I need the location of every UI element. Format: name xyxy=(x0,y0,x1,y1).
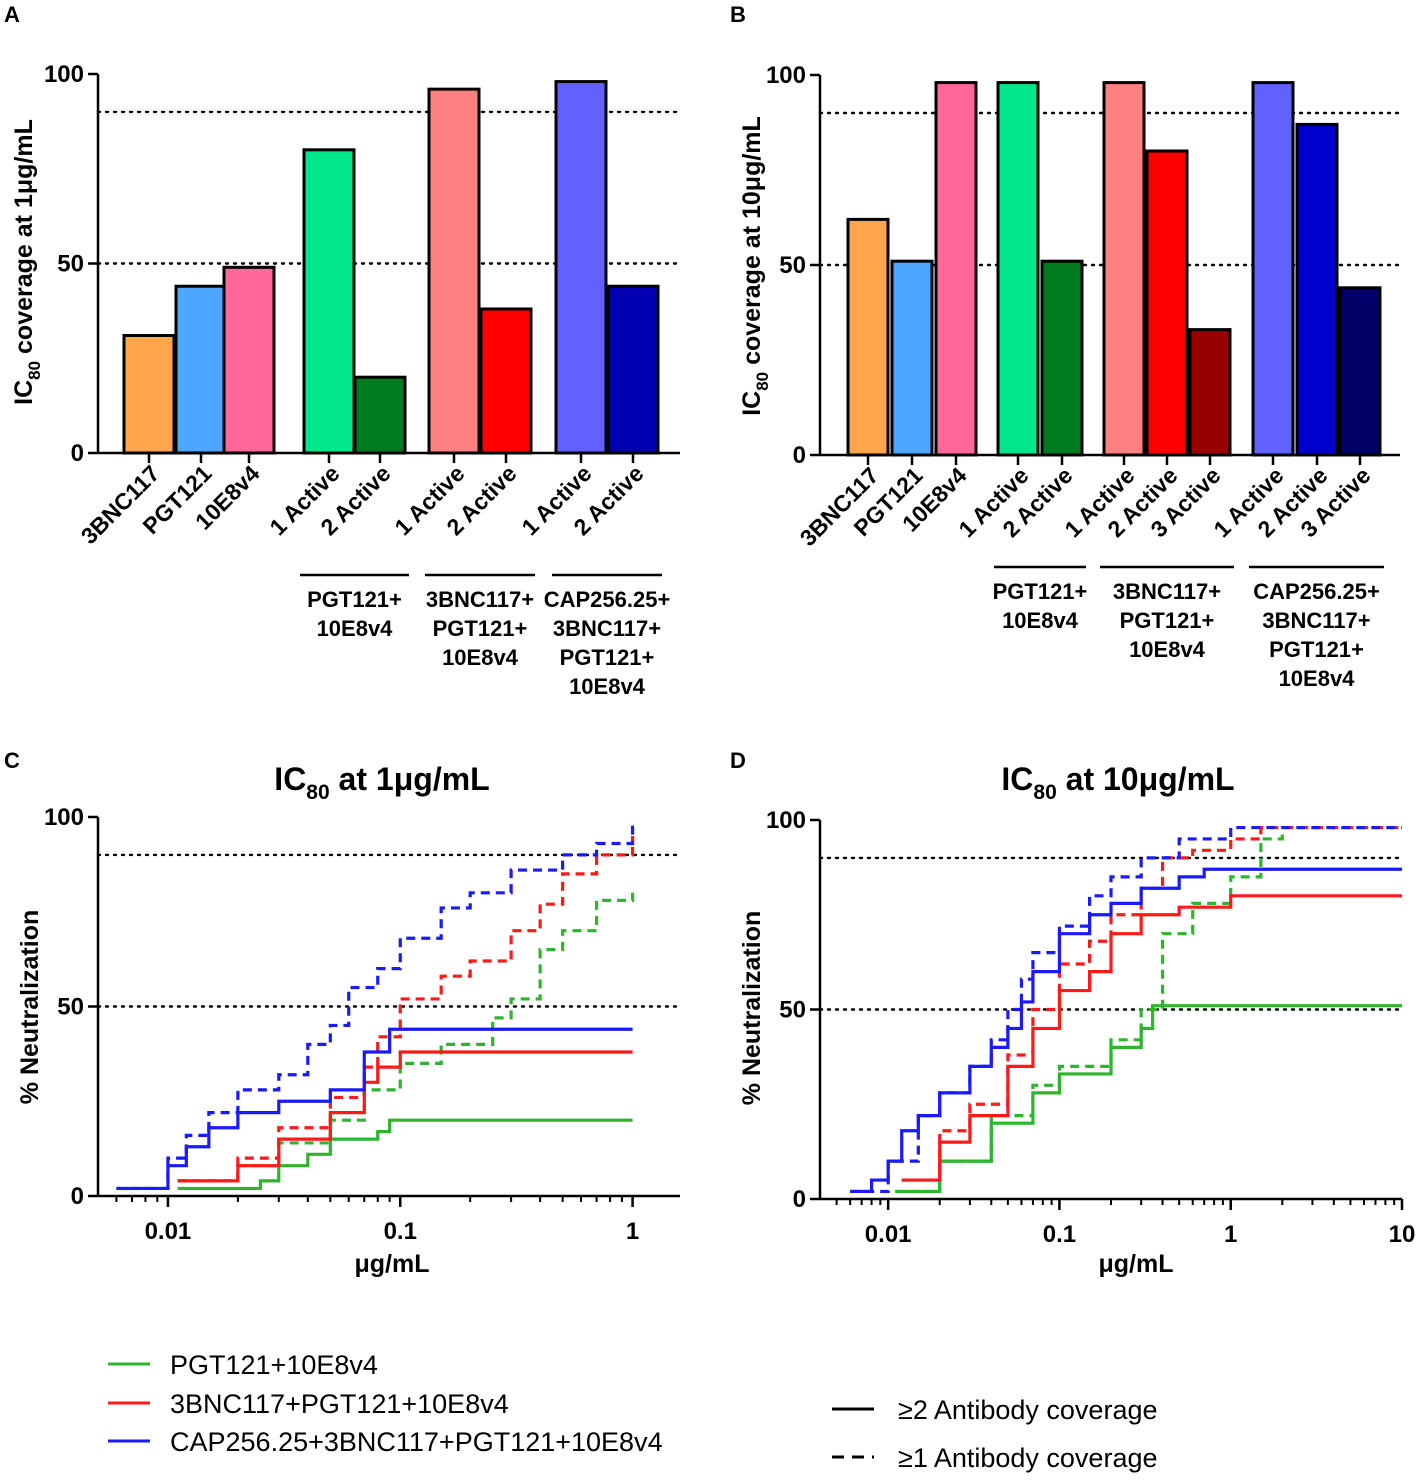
legend-combinations: PGT121+10E8v4 3BNC117+PGT121+10E8v4 CAP2… xyxy=(108,1350,663,1457)
panel-d-letter: D xyxy=(730,748,746,773)
series-line-1 xyxy=(177,1118,633,1191)
bar-10 xyxy=(1295,122,1339,457)
bar-6 xyxy=(1102,81,1146,457)
y-tick-label-0: 0 xyxy=(793,1186,806,1213)
y-tick-label-100: 100 xyxy=(44,804,84,831)
y-tick-label-50: 50 xyxy=(57,251,84,278)
bar-3 xyxy=(222,265,276,455)
legend-label-combo-1: PGT121+10E8v4 xyxy=(170,1350,378,1380)
bar-5 xyxy=(353,375,407,455)
x-tick-label-4: 10 xyxy=(1389,1221,1416,1248)
x-tick-label-3: 1 xyxy=(626,1218,639,1245)
series-line-3 xyxy=(901,894,1402,1182)
x-tick-label-3: 1 xyxy=(1224,1221,1237,1248)
group-label-1-line-2: 10E8v4 xyxy=(1002,608,1079,633)
bar-1 xyxy=(846,217,890,457)
panel-b-letter: B xyxy=(730,2,746,27)
panel-c-title: IC80 at 1μg/mL xyxy=(274,761,489,804)
group-label-3-line-3: PGT121+ xyxy=(560,645,655,670)
panel-b-ylabel: IC80 coverage at 10μg/mL xyxy=(738,116,772,416)
panel-d-line-chart: D IC80 at 10μg/mL % Neutralization μg/mL… xyxy=(730,748,1415,1278)
bar-7 xyxy=(479,307,533,455)
bar-2 xyxy=(174,284,228,455)
y-tick-label-0: 0 xyxy=(793,442,806,469)
group-label-3-line-4: 10E8v4 xyxy=(569,674,646,699)
panel-d-title: IC80 at 10μg/mL xyxy=(1001,761,1234,804)
legend-label-dashed: ≥1 Antibody coverage xyxy=(898,1443,1158,1473)
y-tick-label-100: 100 xyxy=(766,807,806,834)
x-tick-label-1: 0.01 xyxy=(145,1218,192,1245)
group-label-3-line-1: CAP256.25+ xyxy=(1253,579,1380,604)
series-line-6 xyxy=(116,824,635,1191)
x-tick-label-1: 0.01 xyxy=(865,1221,912,1248)
group-label-2-line-3: 10E8v4 xyxy=(1129,637,1206,662)
group-label-2-line-1: 3BNC117+ xyxy=(1113,579,1221,604)
y-tick-label-50: 50 xyxy=(779,997,806,1024)
series-line-4 xyxy=(177,835,635,1183)
series-line-5 xyxy=(850,867,1402,1194)
bar-6 xyxy=(427,87,481,455)
series-line-1 xyxy=(895,1004,1402,1194)
panel-a-bar-chart: A IC80 coverage at 1μg/mL 0501003BNC117P… xyxy=(4,2,682,699)
y-tick-label-100: 100 xyxy=(44,61,84,88)
y-tick-label-50: 50 xyxy=(57,994,84,1021)
series-line-2 xyxy=(895,825,1402,1194)
bar-8 xyxy=(1188,328,1232,457)
bar-8 xyxy=(554,80,608,455)
bar-4 xyxy=(302,148,356,455)
group-label-1-line-1: PGT121+ xyxy=(993,579,1088,604)
panel-a-letter: A xyxy=(4,2,20,27)
panel-c-letter: C xyxy=(4,748,20,773)
group-label-1-line-2: 10E8v4 xyxy=(317,616,394,641)
series-line-5 xyxy=(116,1027,633,1191)
bar-4 xyxy=(996,81,1040,457)
panel-d-xlabel: μg/mL xyxy=(1098,1250,1173,1278)
panel-a-ylabel: IC80 coverage at 1μg/mL xyxy=(10,119,44,405)
bar-3 xyxy=(934,81,978,457)
legend-label-combo-2: 3BNC117+PGT121+10E8v4 xyxy=(170,1389,509,1419)
series-line-3 xyxy=(177,1050,633,1183)
group-label-2-line-2: PGT121+ xyxy=(1120,608,1215,633)
panel-d-ylabel: % Neutralization xyxy=(738,911,766,1105)
bar-2 xyxy=(890,259,934,457)
y-tick-label-0: 0 xyxy=(71,1183,84,1210)
legend-line-styles: ≥2 Antibody coverage ≥1 Antibody coverag… xyxy=(832,1395,1158,1473)
bar-5 xyxy=(1040,259,1084,457)
y-tick-label-100: 100 xyxy=(766,62,806,89)
series-line-6 xyxy=(850,825,1402,1194)
group-label-3-line-1: CAP256.25+ xyxy=(544,587,671,612)
bar-1 xyxy=(122,334,176,455)
y-tick-label-0: 0 xyxy=(71,440,84,467)
group-label-3-line-4: 10E8v4 xyxy=(1279,666,1356,691)
series-line-4 xyxy=(901,825,1402,1182)
legend-label-combo-3: CAP256.25+3BNC117+PGT121+10E8v4 xyxy=(170,1427,663,1457)
group-label-1-line-1: PGT121+ xyxy=(307,587,402,612)
group-label-2-line-3: 10E8v4 xyxy=(442,645,519,670)
panel-b-bar-chart: B IC80 coverage at 10μg/mL 0 50 100 3BNC117… xyxy=(730,2,1402,691)
panel-c-xlabel: μg/mL xyxy=(354,1250,429,1278)
y-tick-label-50: 50 xyxy=(779,252,806,279)
x-tick-label-2: 0.1 xyxy=(1043,1221,1076,1248)
bar-9 xyxy=(1251,81,1295,457)
legend-label-solid: ≥2 Antibody coverage xyxy=(898,1395,1158,1425)
x-tick-label-2: 0.1 xyxy=(384,1218,417,1245)
panel-c-ylabel: % Neutralization xyxy=(16,910,44,1104)
series-line-2 xyxy=(177,892,635,1183)
group-label-3-line-2: 3BNC117+ xyxy=(1262,608,1370,633)
group-label-2-line-2: PGT121+ xyxy=(433,616,528,641)
group-label-3-line-3: PGT121+ xyxy=(1269,637,1364,662)
bar-9 xyxy=(606,284,660,455)
bar-7 xyxy=(1145,149,1189,457)
bar-11 xyxy=(1338,286,1382,457)
group-label-3-line-2: 3BNC117+ xyxy=(553,616,661,641)
panel-c-line-chart: C IC80 at 1μg/mL % Neutralization μg/mL … xyxy=(4,748,682,1278)
group-label-2-line-1: 3BNC117+ xyxy=(426,587,534,612)
